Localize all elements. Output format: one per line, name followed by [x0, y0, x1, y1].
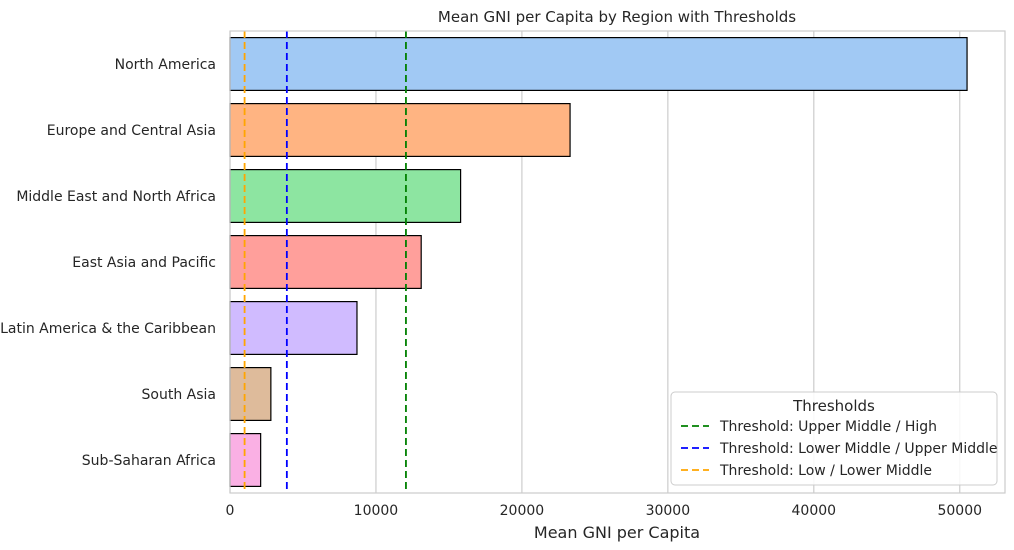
bar: [229, 169, 462, 224]
x-tick-label: 40000: [792, 503, 837, 519]
category-label: Sub-Saharan Africa: [82, 453, 216, 469]
category-label: East Asia and Pacific: [72, 255, 216, 271]
bar: [229, 102, 571, 157]
x-tick-label: 10000: [354, 503, 399, 519]
plot-border: [229, 30, 1006, 494]
bar: [229, 235, 422, 290]
x-tick-label: 30000: [646, 503, 691, 519]
x-tick-label: 20000: [500, 503, 545, 519]
chart-title: Mean GNI per Capita by Region with Thres…: [438, 8, 796, 26]
category-label: Middle East and North Africa: [16, 189, 216, 205]
x-tick-labels: 0 10000 20000 30000 40000 50000: [226, 503, 982, 519]
legend-label: Threshold: Upper Middle / High: [719, 419, 937, 435]
bar: [229, 36, 968, 91]
x-axis-label: Mean GNI per Capita: [534, 523, 700, 542]
threshold-lines: [243, 31, 407, 493]
legend-label: Threshold: Low / Lower Middle: [719, 463, 932, 479]
category-labels: North America Europe and Central Asia Midd…: [0, 57, 216, 469]
bar: [229, 301, 358, 356]
legend-box: [670, 391, 998, 486]
category-label: Latin America & the Caribbean: [0, 321, 216, 337]
legend-title: Thresholds: [792, 397, 875, 415]
legend: Thresholds Threshold: Upper Middle / Hig…: [670, 391, 998, 486]
category-label: North America: [115, 57, 216, 73]
x-tick-label: 0: [226, 503, 235, 519]
x-tick-label: 50000: [937, 503, 982, 519]
bar: [229, 367, 272, 422]
category-label: Europe and Central Asia: [47, 123, 216, 139]
plot-frame: [229, 30, 1006, 494]
category-label: South Asia: [142, 387, 216, 403]
legend-label: Threshold: Lower Middle / Upper Middle: [719, 441, 998, 457]
